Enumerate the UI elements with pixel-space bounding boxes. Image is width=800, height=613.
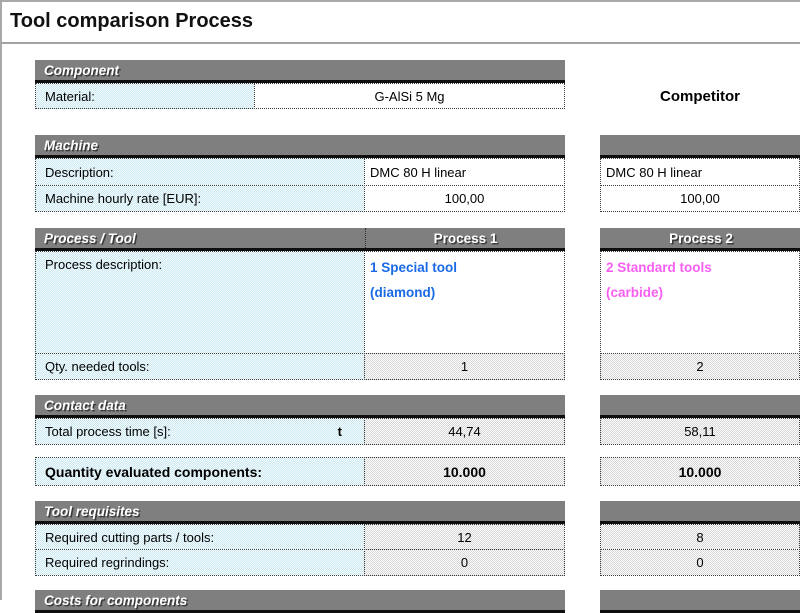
material-value-cell[interactable]: G-AlSi 5 Mg [254, 83, 565, 109]
process2-description-cell[interactable]: 2 Standard tools (carbide) [600, 251, 800, 354]
page-title: Tool comparison Process [10, 10, 254, 32]
machine-section-header: Machine [35, 135, 565, 158]
process1-qty-cell: 1 [364, 353, 565, 380]
material-label: Material: [35, 83, 255, 109]
quantity-evaluated-label: Quantity evaluated components: [35, 457, 365, 486]
process-section-competitor: Process 2 2 Standard tools (carbide) 2 [600, 228, 800, 380]
qty-needed-tools-label: Qty. needed tools: [35, 353, 365, 380]
total-process-time-label: Total process time [s]: [45, 424, 171, 439]
process1-cutting-parts-cell: 12 [364, 524, 565, 550]
process2-description-text: 2 Standard tools (carbide) [601, 252, 712, 305]
process2-cutting-parts-cell: 8 [600, 524, 800, 550]
process1-description-cell[interactable]: 1 Special tool (diamond) [364, 251, 565, 354]
process1-column-header: Process 1 [365, 228, 565, 248]
process-section: Process / Tool Process 1 Process descrip… [35, 228, 565, 380]
component-section-header: Component [35, 60, 565, 83]
process-section-header-label: Process / Tool [44, 230, 136, 246]
machine-competitor-header-bar [600, 135, 800, 158]
process1-description-line2: (diamond) [370, 285, 436, 300]
process-description-label: Process description: [35, 251, 365, 354]
requisites-section-competitor: 8 0 [600, 501, 800, 576]
machine-competitor-description-cell[interactable]: DMC 80 H linear [600, 158, 800, 186]
process-section-header: Process / Tool Process 1 [35, 228, 565, 251]
requisites-competitor-header-bar [600, 501, 800, 524]
cutting-parts-label: Required cutting parts / tools: [35, 524, 365, 550]
contact-section-competitor: 58,11 [600, 395, 800, 445]
quantity-evaluated-competitor: 10.000 [600, 457, 800, 486]
contact-section-header: Contact data [35, 395, 565, 418]
requisites-section: Tool requisites Required cutting parts /… [35, 501, 565, 576]
title-divider [2, 42, 800, 44]
process2-header-bar: Process 2 [600, 228, 800, 251]
requisites-section-header: Tool requisites [35, 501, 565, 524]
process1-description-line1: 1 Special tool [370, 260, 458, 275]
machine-rate-label: Machine hourly rate [EUR]: [35, 185, 365, 212]
process2-qty-row: 2 [600, 353, 800, 380]
machine-section: Machine Description: DMC 80 H linear Mac… [35, 135, 565, 212]
machine-description-row: Description: DMC 80 H linear [35, 158, 565, 186]
machine-competitor-rate-row: 100,00 [600, 185, 800, 212]
process1-time-cell: 44,74 [364, 418, 565, 445]
process1-regrindings-cell: 0 [364, 549, 565, 576]
machine-description-value-cell[interactable]: DMC 80 H linear [364, 158, 565, 186]
regrindings-label: Required regrindings: [35, 549, 365, 576]
costs-section: Costs for components [35, 590, 565, 613]
costs-competitor-header-bar [600, 590, 800, 613]
machine-competitor-rate-cell[interactable]: 100,00 [600, 185, 800, 212]
contact-section: Contact data Total process time [s]: t 4… [35, 395, 565, 445]
quantity-evaluated-row: Quantity evaluated components: 10.000 [35, 457, 565, 486]
machine-section-competitor: DMC 80 H linear 100,00 [600, 135, 800, 212]
process2-description-line1: 2 Standard tools [606, 260, 712, 275]
cutting-parts-row: Required cutting parts / tools: 12 [35, 524, 565, 550]
process2-regrindings-cell: 0 [600, 549, 800, 576]
process2-quantity-row: 10.000 [600, 457, 800, 486]
time-symbol: t [337, 424, 342, 439]
process2-description-line2: (carbide) [606, 285, 664, 300]
process1-quantity-cell: 10.000 [364, 457, 565, 486]
quantity-evaluated-row-inner: Quantity evaluated components: 10.000 [35, 457, 565, 486]
machine-competitor-description-row: DMC 80 H linear [600, 158, 800, 186]
process-description-row: Process description: 1 Special tool (dia… [35, 251, 565, 354]
contact-competitor-header-bar [600, 395, 800, 418]
regrindings-row: Required regrindings: 0 [35, 549, 565, 576]
process1-description-text: 1 Special tool (diamond) [365, 252, 457, 305]
costs-section-competitor [600, 590, 800, 613]
competitor-label: Competitor [660, 88, 740, 105]
process2-description-row: 2 Standard tools (carbide) [600, 251, 800, 354]
process2-qty-cell: 2 [600, 353, 800, 380]
machine-description-label: Description: [35, 158, 365, 186]
material-row: Material: G-AlSi 5 Mg [35, 83, 565, 109]
total-process-time-row: Total process time [s]: t 44,74 [35, 418, 565, 445]
process2-time-row: 58,11 [600, 418, 800, 445]
machine-rate-row: Machine hourly rate [EUR]: 100,00 [35, 185, 565, 212]
component-section: Component Material: G-AlSi 5 Mg [35, 60, 565, 109]
process2-cutting-parts-row: 8 [600, 524, 800, 550]
qty-needed-tools-row: Qty. needed tools: 1 [35, 353, 565, 380]
total-process-time-label-cell: Total process time [s]: t [35, 418, 365, 445]
process2-column-header: Process 2 [669, 230, 733, 246]
costs-section-header: Costs for components [35, 590, 565, 613]
process2-time-cell: 58,11 [600, 418, 800, 445]
machine-rate-value-cell[interactable]: 100,00 [364, 185, 565, 212]
process2-quantity-cell: 10.000 [600, 457, 800, 486]
process2-regrindings-row: 0 [600, 549, 800, 576]
